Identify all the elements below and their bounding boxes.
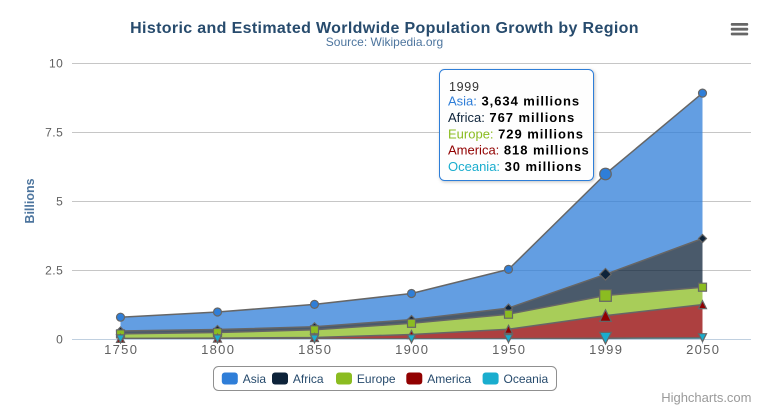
svg-text:1800: 1800 [201, 342, 235, 357]
svg-text:Oceania: Oceania [504, 372, 549, 386]
svg-text:America: America [427, 372, 471, 386]
svg-text:1850: 1850 [298, 342, 332, 357]
svg-text:Africa: 767 millions: Africa: 767 millions [448, 110, 575, 125]
svg-text:7.5: 7.5 [45, 125, 63, 139]
svg-text:Europe: 729 millions: Europe: 729 millions [448, 126, 584, 141]
svg-text:Source: Wikipedia.org: Source: Wikipedia.org [326, 35, 443, 49]
svg-text:1750: 1750 [104, 342, 138, 357]
svg-text:2050: 2050 [686, 342, 720, 357]
svg-text:America: 818 millions: America: 818 millions [448, 143, 590, 158]
svg-text:Europe: Europe [357, 372, 396, 386]
svg-text:0: 0 [56, 332, 63, 346]
svg-text:Billions: Billions [23, 178, 37, 223]
svg-text:Historic and Estimated Worldwi: Historic and Estimated Worldwide Populat… [130, 20, 639, 37]
svg-text:Asia: Asia [243, 372, 267, 386]
svg-text:1999: 1999 [589, 342, 623, 357]
svg-text:2.5: 2.5 [45, 263, 63, 277]
svg-text:Highcharts.com: Highcharts.com [661, 390, 751, 405]
svg-text:Africa: Africa [293, 372, 324, 386]
svg-text:1999: 1999 [449, 80, 480, 94]
svg-text:5: 5 [56, 194, 63, 208]
svg-text:Asia: 3,634 millions: Asia: 3,634 millions [448, 94, 580, 109]
svg-text:10: 10 [49, 56, 63, 70]
svg-text:1900: 1900 [395, 342, 429, 357]
svg-text:1950: 1950 [492, 342, 526, 357]
svg-text:Oceania: 30 millions: Oceania: 30 millions [448, 159, 582, 174]
